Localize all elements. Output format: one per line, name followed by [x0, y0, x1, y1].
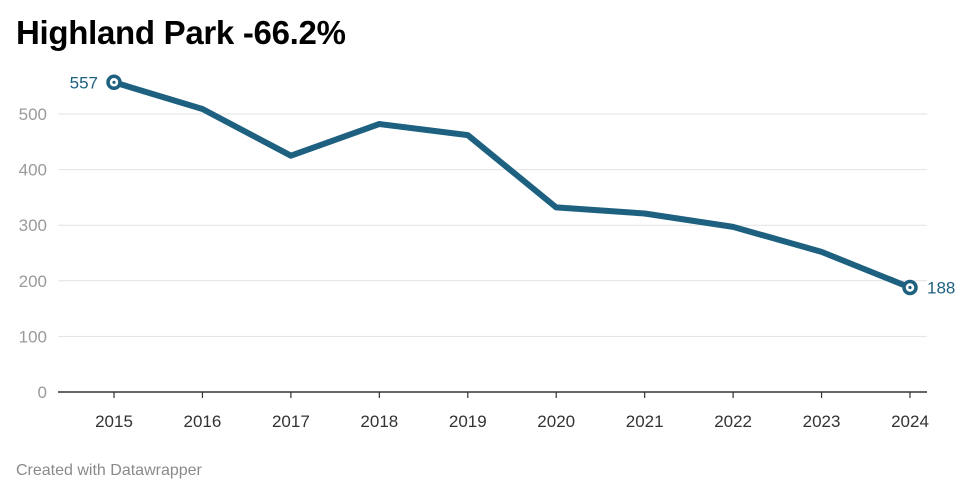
endpoint-marker-dot [908, 285, 912, 290]
x-tick-label: 2023 [803, 412, 841, 431]
x-tick-label: 2022 [714, 412, 752, 431]
y-tick-label: 0 [38, 383, 47, 402]
series-line [111, 79, 913, 291]
endpoint-markers [106, 74, 918, 296]
x-tick-label: 2019 [449, 412, 487, 431]
y-axis-labels: 0 100 200 300 400 500 [19, 105, 47, 402]
y-tick-label: 400 [19, 161, 47, 180]
chart-title: Highland Park -66.2% [16, 14, 346, 51]
y-tick-label: 200 [19, 272, 47, 291]
y-tick-label: 300 [19, 216, 47, 235]
x-tick-label: 2015 [95, 412, 133, 431]
x-tick-label: 2024 [891, 412, 929, 431]
x-tick-label: 2017 [272, 412, 310, 431]
y-tick-label: 500 [19, 105, 47, 124]
data-label: 557 [70, 73, 98, 92]
gridlines [58, 113, 927, 337]
x-tick-label: 2018 [360, 412, 398, 431]
x-tick-label: 2020 [537, 412, 575, 431]
series-lines [111, 79, 913, 291]
data-labels: 557 188 [70, 73, 956, 297]
x-axis: 2015 2016 2017 2018 2019 2020 2021 2022 2023 2024 [58, 391, 929, 431]
x-tick-label: 2016 [184, 412, 222, 431]
data-label: 188 [927, 278, 955, 297]
x-tick-label: 2021 [626, 412, 664, 431]
endpoint-marker-dot [112, 80, 116, 84]
footer-credit: Created with Datawrapper [16, 462, 202, 479]
y-tick-label: 100 [19, 327, 47, 346]
